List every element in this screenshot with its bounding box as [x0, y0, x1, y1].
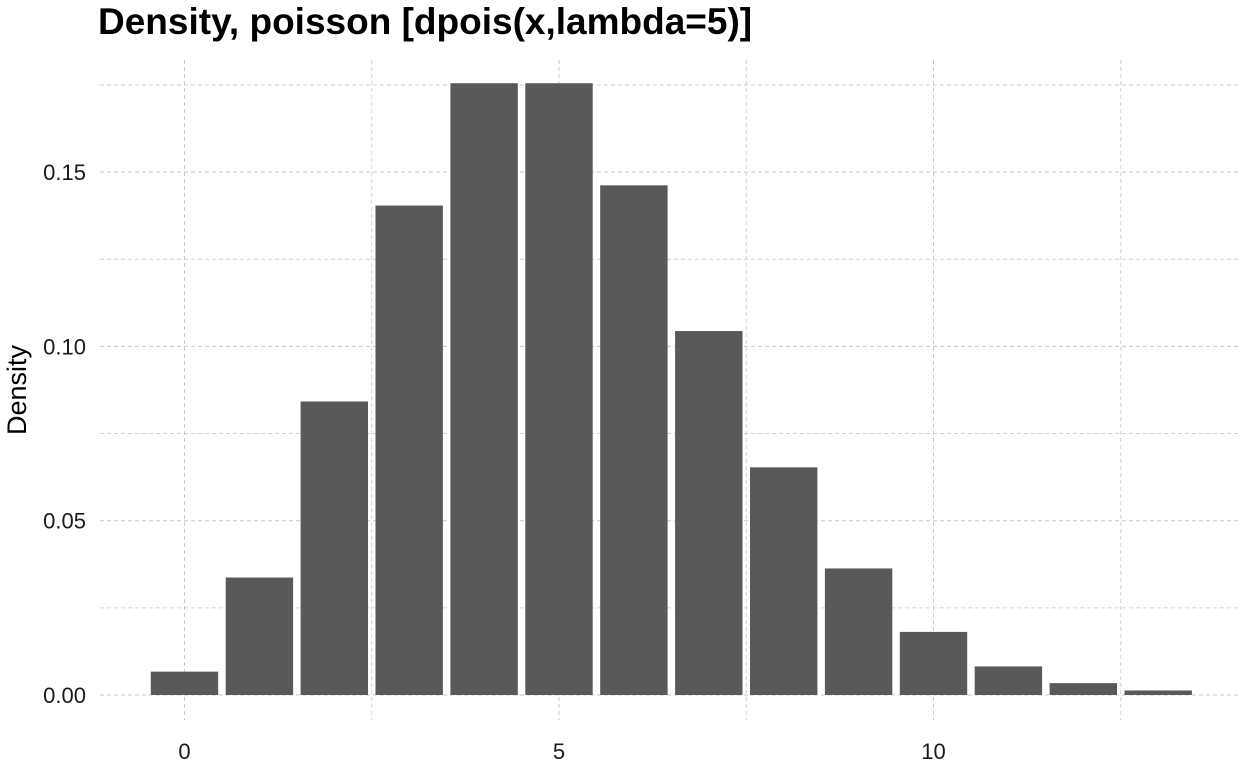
y-tick-label: 0.00: [43, 683, 86, 708]
bar: [150, 671, 219, 695]
bar: [899, 631, 968, 695]
y-tick-label: 0.10: [43, 334, 86, 359]
x-tick-labels: 0 5 10: [178, 739, 945, 764]
bar: [225, 577, 294, 695]
y-tick-label: 0.15: [43, 160, 86, 185]
bar: [1124, 690, 1192, 695]
bar: [824, 568, 893, 695]
x-tick-label: 0: [178, 739, 190, 764]
y-tick-label: 0.05: [43, 509, 86, 534]
x-tick-label: 5: [553, 739, 565, 764]
chart-title: Density, poisson [dpois(x,lambda=5)]: [98, 1, 753, 42]
bar: [1049, 683, 1118, 695]
x-tick-label: 10: [921, 739, 945, 764]
bar: [450, 83, 518, 695]
y-tick-labels: 0.00 0.05 0.10 0.15: [43, 160, 86, 708]
bar: [600, 185, 668, 695]
bar: [525, 83, 593, 695]
bar: [675, 331, 743, 695]
bar: [974, 666, 1043, 695]
bar-layer: [150, 83, 1192, 695]
bar: [300, 401, 369, 695]
y-axis-title: Density: [2, 344, 32, 435]
bar: [375, 205, 443, 695]
bar: [749, 467, 818, 695]
